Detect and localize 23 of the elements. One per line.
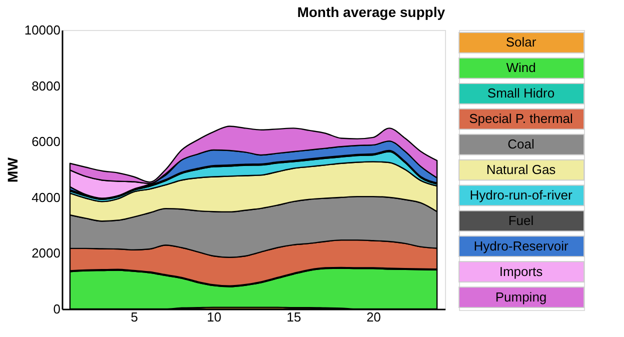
y-tick-label: 2000 <box>32 246 60 261</box>
y-tick-label: 6000 <box>32 134 60 150</box>
text: Small Hidro <box>487 86 555 101</box>
chart-title: Month average supply <box>297 4 446 20</box>
x-tick-label: 15 <box>286 310 302 324</box>
text: Hydro-run-of-river <box>470 187 573 202</box>
text: Wind <box>506 60 536 76</box>
x-tick-label: 20 <box>366 310 381 324</box>
y-tick-label: 4000 <box>32 190 60 205</box>
text: Solar <box>506 34 537 50</box>
text: Natural Gas <box>486 162 556 177</box>
text: Imports <box>499 264 544 279</box>
y-axis-title: MW <box>4 156 20 182</box>
text: Hydro-Reservoir <box>474 238 569 254</box>
y-tick-label: 10000 <box>24 22 60 38</box>
y-tick-label: 8000 <box>32 78 60 94</box>
text: Fuel <box>508 212 534 228</box>
text: Coal <box>508 136 534 152</box>
x-tick-label: 5 <box>130 310 138 324</box>
y-tick-label: 0 <box>53 302 60 316</box>
text: Pumping <box>495 289 547 304</box>
x-tick-label: 10 <box>206 310 222 324</box>
text: Special P. thermal <box>469 111 574 126</box>
